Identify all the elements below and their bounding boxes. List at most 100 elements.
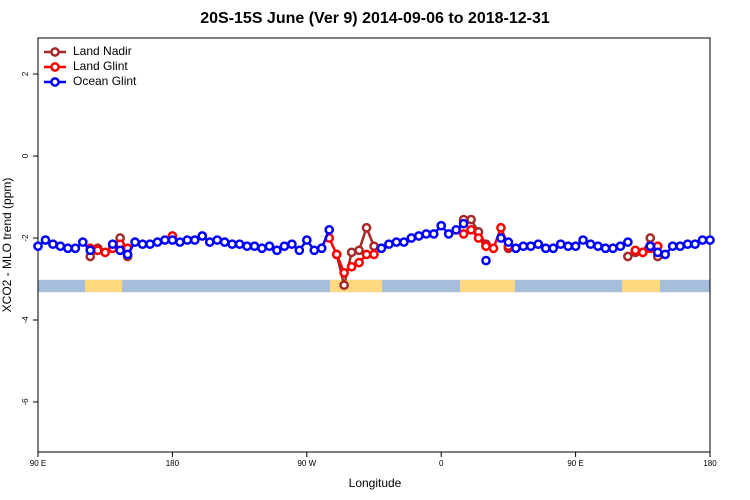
series-marker (473, 233, 484, 243)
series-marker (137, 239, 148, 250)
series-marker (637, 247, 648, 258)
series-marker (152, 237, 163, 247)
y-tick-label: -2 (21, 234, 30, 242)
series-marker (272, 245, 282, 256)
series-marker (384, 239, 394, 250)
series-marker (130, 237, 140, 247)
y-axis-label: XCO2 - MLO trend (ppm) (0, 178, 14, 313)
series-marker (160, 235, 170, 245)
series-marker (316, 243, 327, 254)
chart-title: 20S-15S June (Ver 9) 2014-09-06 to 2018-… (200, 10, 550, 27)
x-tick-label: 0 (439, 459, 444, 468)
series-marker (279, 241, 290, 252)
series-marker (458, 218, 469, 229)
series-marker (257, 243, 267, 254)
series-marker (346, 247, 357, 258)
land-segment (85, 279, 123, 293)
series-marker (354, 257, 364, 268)
legend-marker (50, 62, 60, 72)
series-marker (540, 243, 551, 254)
series-marker (623, 251, 633, 262)
series-marker (421, 229, 432, 239)
series-marker (70, 243, 81, 254)
series-marker (399, 237, 409, 247)
series-marker (496, 233, 506, 243)
series-marker (600, 243, 611, 254)
series-marker (608, 243, 618, 254)
series-marker (428, 229, 439, 239)
series-marker (369, 241, 379, 252)
series-marker (570, 241, 581, 252)
series-marker (585, 239, 596, 250)
series-marker (361, 222, 372, 233)
series-marker (451, 224, 461, 235)
series-marker (167, 235, 178, 245)
series-marker (234, 239, 245, 250)
series-marker (555, 239, 566, 250)
series-marker (264, 241, 275, 252)
series-marker (115, 245, 125, 256)
series-marker (443, 229, 454, 239)
series-marker (660, 249, 671, 260)
series-marker (533, 239, 544, 250)
legend-label: Ocean Glint (73, 74, 137, 88)
series-marker (481, 255, 491, 266)
x-tick-label: 90 W (297, 459, 316, 468)
series-marker (331, 249, 342, 260)
x-tick-label: 90 E (567, 459, 583, 468)
series-marker (182, 235, 193, 245)
series-marker (667, 241, 678, 252)
series-marker (496, 222, 506, 233)
series-marker (481, 241, 491, 252)
series-marker (145, 239, 155, 250)
series-marker (578, 235, 588, 245)
series-marker (55, 241, 66, 252)
series-marker (242, 241, 252, 252)
series-marker (682, 239, 693, 250)
series-marker (40, 235, 51, 245)
series-marker (413, 231, 424, 241)
series-marker (294, 245, 305, 256)
series-marker (175, 237, 185, 247)
series-marker (593, 241, 603, 252)
series-marker (675, 241, 685, 252)
x-axis-label: Longitude (349, 476, 402, 490)
land-segment (460, 279, 515, 293)
series-marker (645, 233, 656, 243)
series-marker (503, 237, 514, 247)
series-marker (100, 247, 111, 258)
series-marker (369, 249, 379, 260)
legend-marker (50, 47, 60, 57)
series-marker (645, 241, 656, 252)
series-marker (301, 235, 312, 245)
series-marker (77, 237, 88, 247)
y-tick-label: 0 (21, 153, 30, 158)
y-tick-label: -6 (21, 398, 30, 406)
series-marker (406, 233, 417, 243)
series-marker (63, 243, 73, 254)
land-segment (329, 279, 383, 293)
series-marker (219, 237, 230, 247)
series-marker (92, 245, 103, 256)
series-marker (107, 239, 118, 250)
series-marker (33, 241, 43, 252)
series-marker (354, 245, 364, 256)
series-marker (705, 235, 715, 245)
series-marker (436, 220, 447, 231)
series-marker (548, 243, 559, 254)
series-marker (623, 237, 633, 247)
y-tick-label: 2 (21, 71, 30, 76)
series-marker (212, 235, 223, 245)
series-marker (122, 249, 133, 260)
series-marker (652, 247, 663, 258)
series-marker (488, 243, 499, 254)
series-marker (361, 249, 372, 260)
x-tick-label: 90 E (30, 459, 46, 468)
series-marker (511, 243, 521, 254)
series-marker (249, 241, 260, 252)
series-marker (690, 239, 700, 250)
x-tick-label: 180 (703, 459, 717, 468)
series-marker (563, 241, 573, 252)
